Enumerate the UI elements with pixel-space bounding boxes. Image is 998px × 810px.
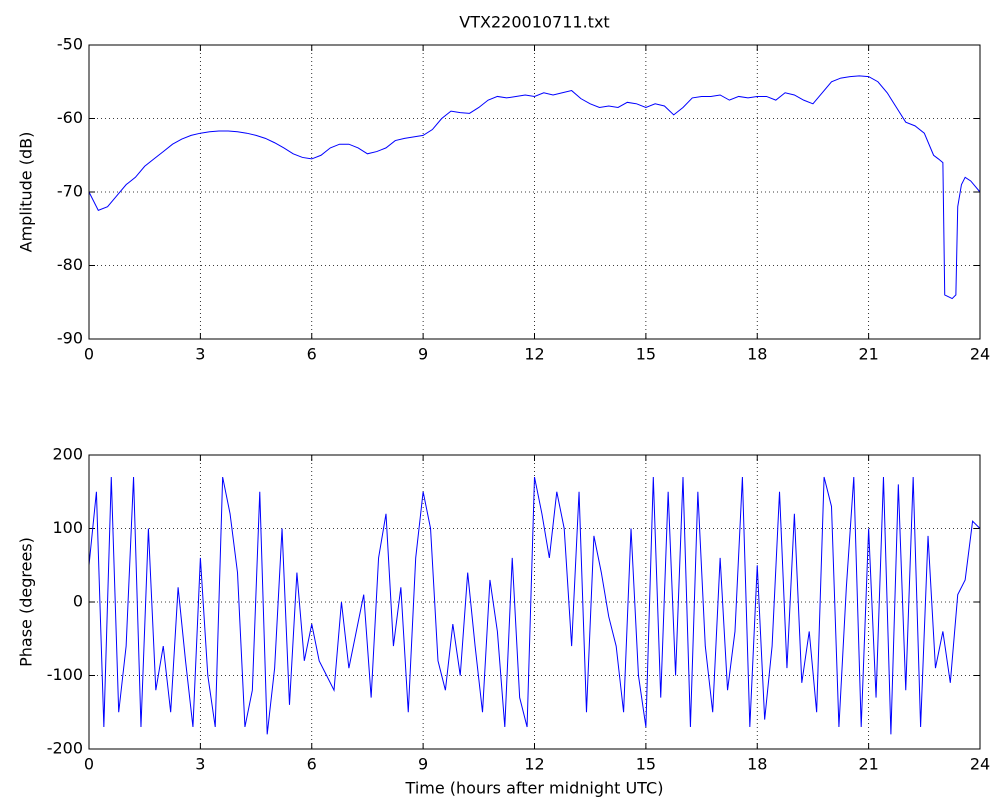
x-tick-label: 6 xyxy=(307,755,317,774)
x-tick-label: 3 xyxy=(195,345,205,364)
y-tick-label: -90 xyxy=(57,329,83,348)
y-tick-label: -100 xyxy=(47,665,83,684)
axes-frame xyxy=(88,44,981,340)
y-tick-label: -70 xyxy=(57,182,83,201)
x-tick-label: 0 xyxy=(84,345,94,364)
y-tick-label: 100 xyxy=(52,518,83,537)
x-tick-label: 24 xyxy=(970,345,990,364)
y-tick-label: -60 xyxy=(57,108,83,127)
y-tick-label: -80 xyxy=(57,255,83,274)
x-tick-label: 18 xyxy=(747,345,767,364)
y-tick-label: 0 xyxy=(73,592,83,611)
x-tick-label: 21 xyxy=(858,345,878,364)
x-axis-label: Time (hours after midnight UTC) xyxy=(405,779,664,798)
y-axis-label: Phase (degrees) xyxy=(17,537,36,667)
x-tick-label: 12 xyxy=(524,345,544,364)
chart-title: VTX220010711.txt xyxy=(459,13,609,32)
x-tick-label: 9 xyxy=(418,345,428,364)
x-tick-label: 18 xyxy=(747,755,767,774)
x-tick-label: 0 xyxy=(84,755,94,774)
axes-frame xyxy=(88,454,981,750)
y-tick-label: -50 xyxy=(57,35,83,54)
x-tick-label: 15 xyxy=(636,755,656,774)
x-tick-label: 9 xyxy=(418,755,428,774)
x-tick-label: 12 xyxy=(524,755,544,774)
data-line xyxy=(88,75,981,300)
y-tick-label: 200 xyxy=(52,445,83,464)
y-tick-label: -200 xyxy=(47,739,83,758)
y-axis-label: Amplitude (dB) xyxy=(17,132,36,253)
x-tick-label: 21 xyxy=(858,755,878,774)
x-tick-label: 6 xyxy=(307,345,317,364)
x-tick-label: 15 xyxy=(636,345,656,364)
x-tick-label: 3 xyxy=(195,755,205,774)
x-tick-label: 24 xyxy=(970,755,990,774)
data-line xyxy=(88,476,981,735)
